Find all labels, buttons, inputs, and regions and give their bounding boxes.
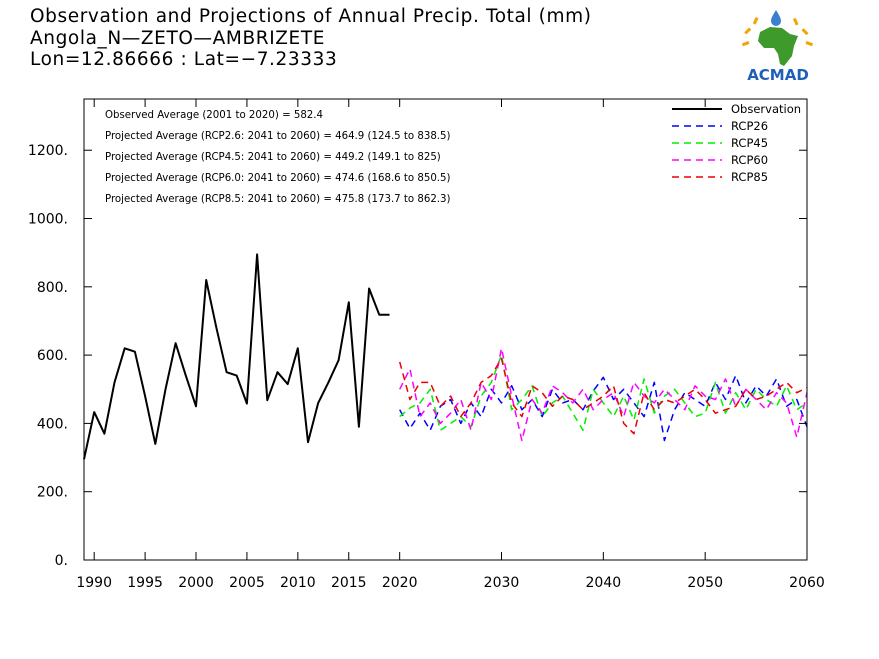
- y-tick-label-600: 600.: [37, 348, 68, 364]
- x-tick-label-2015: 2015: [331, 575, 367, 591]
- plot-series: [83, 253, 808, 460]
- x-tick-label-2060: 2060: [789, 575, 825, 591]
- rain-drop-icon: [771, 10, 781, 26]
- plot-frame: [83, 98, 808, 561]
- x-tick-label-2010: 2010: [280, 575, 316, 591]
- series-line-observation: [83, 253, 390, 460]
- annotations: Observed Average (2001 to 2020) = 582.4 P…: [105, 110, 451, 205]
- y-tick-label-400: 400.: [37, 416, 68, 432]
- series-line-rcp45: [399, 354, 808, 431]
- annotation-1: Projected Average (RCP2.6: 2041 to 2060)…: [105, 131, 451, 142]
- x-tick-label-1990: 1990: [76, 575, 112, 591]
- x-tick-label-1995: 1995: [127, 575, 163, 591]
- legend-label-rcp85: RCP85: [731, 170, 768, 184]
- x-tick-label-2050: 2050: [687, 575, 723, 591]
- annotation-2: Projected Average (RCP4.5: 2041 to 2060)…: [105, 152, 441, 163]
- chart-title: Observation and Projections of Annual Pr…: [30, 6, 592, 27]
- y-tick-label-200: 200.: [37, 485, 68, 501]
- station-name: Angola_N—ZETO—AMBRIZETE: [30, 27, 326, 49]
- annotation-4: Projected Average (RCP8.5: 2041 to 2060)…: [105, 194, 451, 205]
- legend-label-rcp60: RCP60: [731, 153, 768, 167]
- y-tick-label-1200: 1200.: [28, 143, 68, 159]
- chart-titles: Observation and Projections of Annual Pr…: [30, 6, 592, 71]
- legend-label-observation: Observation: [731, 102, 801, 116]
- x-tick-label-2005: 2005: [229, 575, 265, 591]
- station-coords: Lon=12.86666 : Lat=−7.23333: [30, 49, 338, 70]
- x-tick-label-2000: 2000: [178, 575, 214, 591]
- y-tick-label-1000: 1000.: [28, 212, 68, 228]
- y-tick-label-800: 800.: [37, 280, 68, 296]
- logo-text: ACMAD: [747, 66, 809, 84]
- annotation-0: Observed Average (2001 to 2020) = 582.4: [105, 110, 323, 121]
- series-line-rcp26: [399, 374, 808, 442]
- legend-label-rcp45: RCP45: [731, 136, 768, 150]
- legend-label-rcp26: RCP26: [731, 119, 768, 133]
- y-tick-label-0: 0.: [55, 553, 68, 569]
- x-tick-label-2030: 2030: [484, 575, 520, 591]
- x-tick-label-2020: 2020: [382, 575, 418, 591]
- x-tick-label-2040: 2040: [586, 575, 622, 591]
- annotation-3: Projected Average (RCP6.0: 2041 to 2060)…: [105, 173, 451, 184]
- sun-rays-icon: [741, 16, 814, 47]
- legend: Observation RCP26 RCP45 RCP60 RCP85: [672, 102, 801, 184]
- y-axis: 0. 200. 400. 600. 800. 1000. 1200.: [28, 143, 807, 569]
- africa-map-icon: [758, 27, 798, 66]
- series-line-rcp60: [399, 347, 808, 442]
- acmad-logo: ACMAD: [741, 10, 814, 84]
- x-axis: 1990 1995 2000 2005 2010 2015 2020 2030 2040 2050…: [76, 99, 825, 591]
